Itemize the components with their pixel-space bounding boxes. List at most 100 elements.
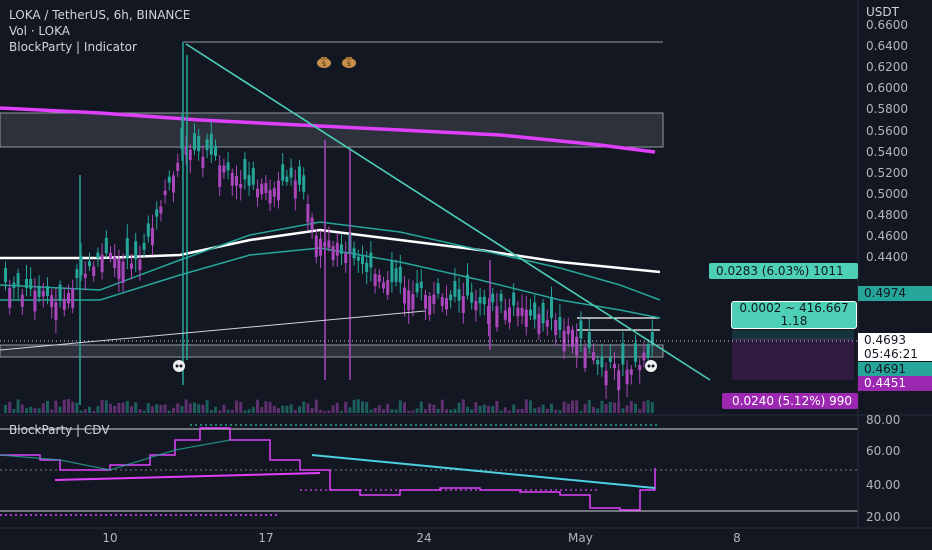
candle-body xyxy=(533,302,537,320)
candle-body xyxy=(466,274,469,296)
cdv-legend[interactable]: BlockParty | CDV xyxy=(9,423,110,437)
volume-bar xyxy=(478,405,482,413)
bar-countdown: 05:46:21 xyxy=(864,347,918,361)
candle-body xyxy=(54,302,58,320)
price-tick-label: 0.4400 xyxy=(866,250,908,265)
candle-body xyxy=(373,273,377,286)
volume-bar xyxy=(634,403,637,413)
candle-body xyxy=(587,332,591,348)
volume-bar xyxy=(386,403,390,413)
candle-body xyxy=(495,306,499,328)
candle-body xyxy=(8,287,12,308)
volume-bar xyxy=(550,403,553,413)
volume-bar xyxy=(260,407,264,413)
volume-bar xyxy=(520,408,524,413)
support-zone xyxy=(0,344,664,358)
price-tag-4691: 0.4691 xyxy=(858,362,932,377)
volume-bar xyxy=(100,399,104,413)
volume-bar xyxy=(491,406,495,413)
currency-label: USDT xyxy=(866,5,899,19)
volume-bar xyxy=(419,401,423,413)
candle-body xyxy=(172,175,175,193)
candle-body xyxy=(642,352,646,361)
candle-body xyxy=(319,238,322,256)
volume-bar xyxy=(256,399,259,413)
candle-body xyxy=(638,365,642,371)
cdv-tick-label: 60.00 xyxy=(866,444,901,458)
volume-bar xyxy=(41,403,45,413)
volume-bar xyxy=(428,403,432,413)
current-price-tag: 0.4693 05:46:21 xyxy=(858,333,932,361)
volume-bar xyxy=(533,408,537,413)
time-tick-label: 17 xyxy=(258,531,274,545)
volume-bar xyxy=(159,404,163,413)
volume-bar xyxy=(617,402,621,413)
volume-bar xyxy=(268,402,272,413)
volume-bar xyxy=(247,409,251,413)
candle-body xyxy=(67,292,70,304)
skull-icon xyxy=(645,360,657,372)
svg-text:$: $ xyxy=(347,60,351,68)
price-tick-label: 0.6000 xyxy=(866,81,908,96)
candle-body xyxy=(310,217,314,230)
candle-body xyxy=(104,237,108,254)
candle-body xyxy=(487,305,490,325)
volume-bar xyxy=(638,409,642,413)
volume-bar xyxy=(226,409,230,413)
candle-body xyxy=(558,317,562,330)
volume-bar xyxy=(205,399,209,413)
candle-body xyxy=(100,254,104,273)
volume-bar xyxy=(474,402,478,413)
price-tick-label: 0.5600 xyxy=(866,123,908,138)
candle-body xyxy=(83,273,87,278)
measure-lower-box[interactable]: 0.0240 (5.12%) 990 xyxy=(722,393,858,409)
price-tag-4451: 0.4451 xyxy=(858,376,932,391)
volume-bar xyxy=(71,401,75,413)
candle-body xyxy=(529,309,532,316)
volume-bar xyxy=(285,405,289,413)
candle-body xyxy=(503,310,507,320)
symbol-title[interactable]: LOKA / TetherUS, 6h, BINANCE xyxy=(9,8,191,22)
volume-bar xyxy=(445,409,448,413)
volume-bar xyxy=(608,401,612,413)
volume-bar xyxy=(289,404,293,413)
candle-body xyxy=(260,183,264,195)
price-tick-label: 0.4800 xyxy=(866,207,908,222)
volume-bar xyxy=(424,409,427,413)
candle-body xyxy=(125,238,129,259)
band-lower xyxy=(0,247,661,319)
volume-bar xyxy=(251,407,255,413)
measure-upper-box[interactable]: 0.0283 (6.03%) 1011 xyxy=(709,263,858,279)
indicator-legend[interactable]: BlockParty | Indicator xyxy=(9,40,137,54)
descending-trendline xyxy=(185,43,711,381)
candle-body xyxy=(491,293,495,303)
volume-bar xyxy=(209,409,213,413)
candle-body xyxy=(340,244,343,254)
volume-bar xyxy=(172,407,175,413)
volume-bar xyxy=(575,400,579,413)
cdv-tick-label: 40.00 xyxy=(866,478,901,492)
candle-body xyxy=(428,296,432,315)
volume-bar xyxy=(461,399,465,413)
skull-icon xyxy=(173,360,185,372)
volume-legend[interactable]: Vol · LOKA xyxy=(9,24,70,38)
volume-bar xyxy=(142,410,146,413)
volume-bar xyxy=(629,401,633,413)
measure-middle-box[interactable]: 0.0002 ~ 416.667 1.18 xyxy=(731,301,857,329)
volume-bar xyxy=(625,405,629,413)
time-tick-label: May xyxy=(568,531,593,545)
candle-body xyxy=(134,241,138,260)
cdv-tick-label: 80.00 xyxy=(866,413,901,427)
volume-bar xyxy=(495,401,499,413)
cdv-line-teal xyxy=(0,439,231,471)
volume-bar xyxy=(579,410,583,413)
price-tick-label: 0.5800 xyxy=(866,102,908,117)
candle-body xyxy=(621,343,625,365)
candle-body xyxy=(176,162,180,171)
candle-body xyxy=(96,252,100,259)
candle-body xyxy=(188,149,192,161)
price-tick-label: 0.6600 xyxy=(866,18,908,32)
candle-body xyxy=(314,235,318,258)
candle-body xyxy=(453,281,457,297)
